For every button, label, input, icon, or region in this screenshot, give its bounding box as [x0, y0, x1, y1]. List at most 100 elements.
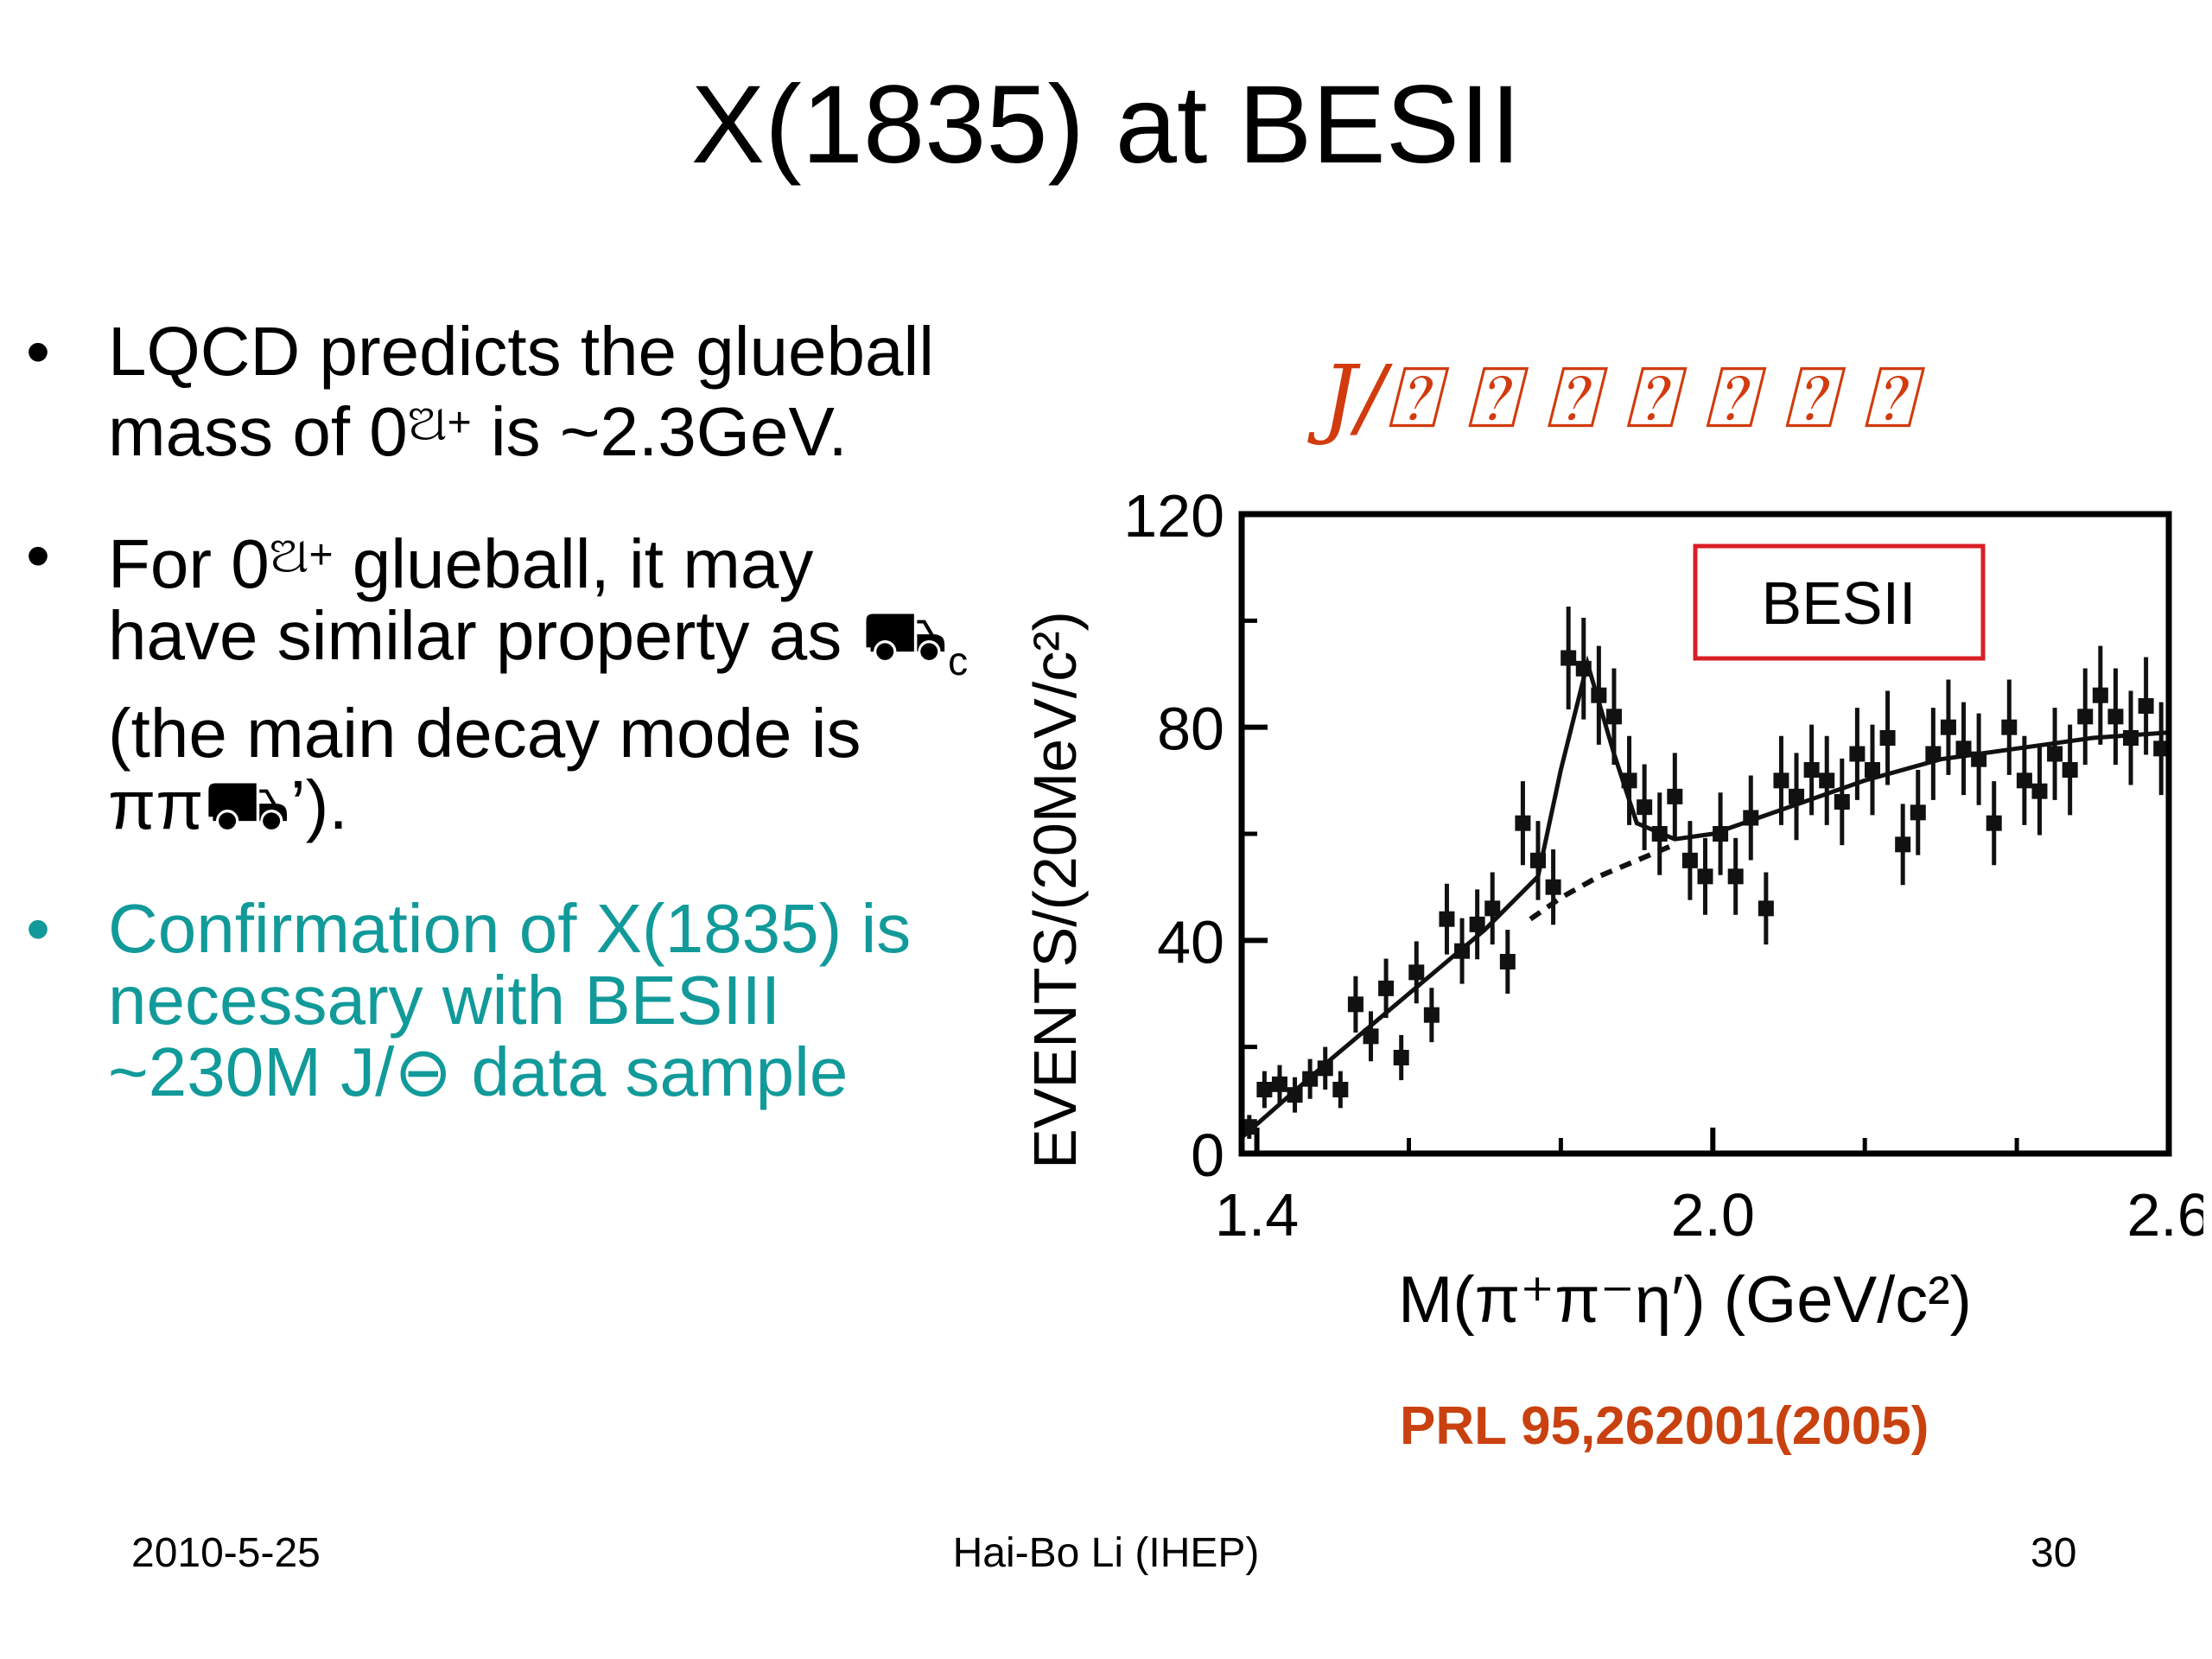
data-point	[1575, 618, 1592, 720]
bullet-line: For 0ଅ+ glueball, it may	[108, 525, 814, 602]
data-point	[1819, 735, 1835, 825]
y-tick-label: 0	[1191, 1122, 1224, 1189]
bullet-line: ~230M J/⊖ data sample	[108, 1033, 849, 1110]
plot-frame	[1238, 511, 2172, 1157]
footer-date: 2010-5-25	[131, 1530, 321, 1576]
reaction-formula: J/⍰ ⍰ ⍰ ⍰ ⍰ ⍰ ⍰	[1322, 346, 1914, 448]
data-point	[2077, 668, 2094, 766]
data-point	[1697, 837, 1713, 915]
y-tick-label: 120	[1123, 482, 1224, 550]
data-point	[1530, 821, 1547, 900]
bullet-line: ππ⛟’).	[108, 766, 348, 843]
data-point	[1713, 792, 1729, 875]
data-point	[1439, 883, 1455, 955]
bullet-line: have similar property as ⛟c	[108, 597, 969, 683]
data-point	[1637, 764, 1653, 850]
legend-box: BESII	[1693, 543, 1986, 661]
data-point	[1834, 758, 1850, 846]
data-point	[2062, 724, 2078, 816]
data-point	[1971, 713, 1987, 805]
data-point	[1651, 792, 1668, 875]
data-point	[1454, 918, 1471, 984]
bullet-line: Confirmation of X(1835) is	[108, 890, 912, 967]
data-point	[1773, 735, 1789, 825]
data-point	[1621, 735, 1637, 825]
data-point	[2153, 702, 2170, 796]
data-point	[1271, 1065, 1287, 1104]
data-point	[1667, 753, 1683, 841]
bullet-glueball-mass: • LQCD predicts the glueball mass of 0ଅ+…	[26, 315, 1011, 467]
data-point	[1681, 821, 1698, 900]
data-point	[1515, 781, 1531, 866]
data-points	[1241, 607, 2170, 1139]
background-fit-curve	[1529, 842, 1676, 922]
slide-title: X(1835) at BESII	[690, 63, 1522, 187]
footer-page-number: 30	[2031, 1530, 2077, 1576]
data-point	[1789, 753, 1805, 841]
data-point	[1864, 724, 1880, 816]
data-point	[1849, 708, 1866, 800]
data-point	[1378, 958, 1395, 1019]
y-axis-label: EVENTS/(20MeV/c²)	[1021, 611, 1089, 1169]
data-point	[2047, 708, 2063, 800]
data-point	[2123, 690, 2139, 785]
data-point	[1940, 679, 1956, 775]
data-point	[1910, 770, 1926, 855]
legend-label: BESII	[1762, 569, 1916, 637]
data-point	[1347, 976, 1363, 1033]
bullet-line: LQCD predicts the glueball	[108, 313, 935, 390]
y-tick-label: 40	[1157, 908, 1224, 976]
data-point	[1803, 724, 1820, 816]
bullet-marker: •	[26, 517, 51, 594]
data-point	[2092, 645, 2108, 745]
unrendered-symbol-glyph: ⛟	[861, 597, 949, 674]
data-point	[1591, 645, 1607, 745]
data-point	[1743, 775, 1759, 861]
data-point	[2138, 657, 2154, 755]
data-point	[2001, 679, 2018, 775]
bullet-list: • LQCD predicts the glueball mass of 0ଅ+…	[26, 315, 1011, 1160]
data-point	[1332, 1071, 1349, 1109]
x-axis-label: M(π⁺π⁻η′) (GeV/c²)	[1398, 1263, 1972, 1337]
data-point	[1986, 781, 2002, 866]
data-point	[1727, 837, 1744, 915]
footer-author: Hai-Bo Li (IHEP)	[952, 1530, 1260, 1576]
background-curve-path	[1529, 842, 1676, 922]
data-point	[1241, 1115, 1257, 1139]
y-tick-label: 80	[1157, 696, 1224, 763]
data-point	[2016, 735, 2032, 825]
unrendered-symbol-glyph: ଅ	[269, 525, 309, 584]
bullet-marker: •	[26, 313, 51, 390]
data-point	[2107, 668, 2124, 766]
x-tick-label: 2.6	[2126, 1181, 2203, 1249]
data-point	[1317, 1046, 1333, 1090]
unrendered-symbol-glyph: ⛟	[203, 766, 291, 843]
data-point	[1408, 941, 1425, 1004]
data-point	[1393, 1034, 1409, 1081]
data-point	[1895, 804, 1911, 886]
data-point	[1363, 1011, 1379, 1062]
data-point	[2031, 747, 2048, 836]
bullet-line: necessary with BESIII	[108, 962, 781, 1039]
bullet-line: mass of 0ଅ+ is ~2.3GeV.	[108, 393, 848, 470]
data-point	[1499, 930, 1516, 994]
data-point	[1302, 1058, 1319, 1099]
data-point	[1287, 1077, 1303, 1113]
y-axis-ticks: 0 40 80 120	[1123, 482, 1268, 1189]
data-point	[1256, 1071, 1273, 1109]
data-point	[1925, 708, 1942, 800]
bullet-line: (the main decay mode is	[108, 695, 861, 772]
bullet-marker: •	[26, 890, 51, 967]
data-point	[1484, 872, 1501, 945]
data-point	[1560, 607, 1577, 709]
data-point	[1545, 849, 1561, 925]
data-point	[1879, 690, 1896, 785]
invariant-mass-chart: EVENTS/(20MeV/c²) M(π⁺π⁻η′) (GeV/c²) 0 40…	[1021, 482, 2203, 1337]
data-point	[1955, 702, 1972, 796]
data-point	[1469, 889, 1485, 960]
x-axis-ticks: 1.4 2.0 2.6	[1215, 1128, 2203, 1249]
citation: PRL 95,262001(2005)	[1400, 1396, 1929, 1456]
bullet-glueball-property: • For 0ଅ+ glueball, it may have similar …	[26, 519, 1011, 841]
data-point	[1605, 668, 1622, 766]
x-tick-label: 1.4	[1215, 1181, 1299, 1249]
